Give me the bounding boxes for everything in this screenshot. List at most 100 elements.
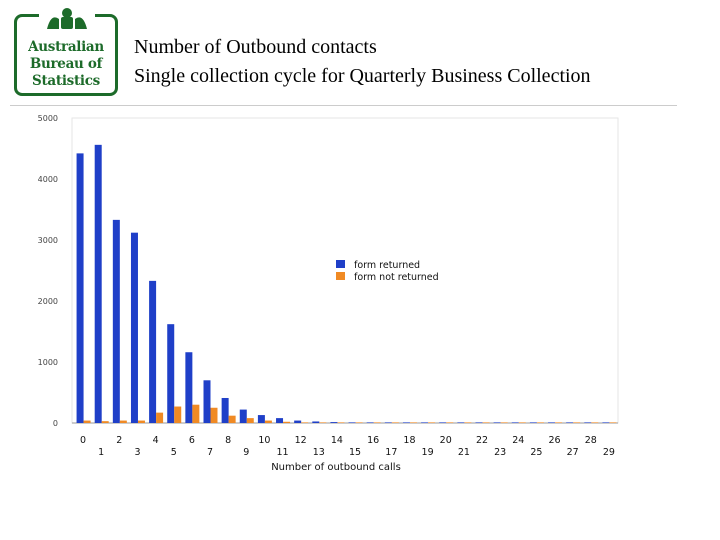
- coat-of-arms-icon: [39, 5, 95, 31]
- x-tick-label: 20: [440, 435, 452, 446]
- legend-swatch: [336, 260, 345, 268]
- bar-form-returned: [439, 422, 447, 423]
- abs-logo: Australian Bureau of Statistics: [14, 5, 118, 96]
- x-tick-label: 9: [243, 447, 249, 458]
- bar-form-not-returned: [101, 421, 109, 423]
- x-tick-label: 24: [512, 435, 524, 446]
- bar-form-not-returned: [573, 422, 581, 423]
- bar-form-not-returned: [83, 420, 91, 423]
- x-tick-label: 1: [98, 447, 104, 458]
- x-tick-label: 4: [153, 435, 159, 446]
- x-tick-label: 17: [385, 447, 397, 458]
- x-tick-label: 21: [458, 447, 470, 458]
- bar-form-not-returned: [355, 422, 363, 423]
- bar-form-returned: [257, 415, 265, 423]
- bar-form-not-returned: [536, 422, 544, 423]
- x-tick-label: 3: [134, 447, 140, 458]
- bar-form-returned: [203, 380, 211, 423]
- x-tick-label: 27: [567, 447, 579, 458]
- x-tick-label: 22: [476, 435, 488, 446]
- bar-form-not-returned: [228, 415, 236, 423]
- x-tick-label: 25: [530, 447, 542, 458]
- bar-form-not-returned: [264, 420, 272, 423]
- x-tick-label: 23: [494, 447, 506, 458]
- bar-form-returned: [276, 418, 284, 423]
- slide-title-line2: Single collection cycle for Quarterly Bu…: [134, 65, 591, 87]
- bar-form-returned: [239, 409, 247, 423]
- bar-form-not-returned: [137, 420, 145, 423]
- x-tick-label: 6: [189, 435, 195, 446]
- y-tick-label: 1000: [38, 358, 58, 367]
- legend-label: form not returned: [354, 272, 439, 283]
- legend-swatch: [336, 272, 345, 280]
- x-tick-label: 14: [331, 435, 343, 446]
- bar-form-returned: [457, 422, 465, 423]
- bar-form-not-returned: [428, 422, 436, 423]
- slide-title-line1: Number of Outbound contacts: [134, 36, 377, 58]
- bar-form-not-returned: [500, 422, 508, 423]
- bar-form-returned: [475, 422, 483, 423]
- bar-form-returned: [384, 422, 392, 423]
- x-tick-label: 13: [313, 447, 325, 458]
- bar-form-not-returned: [464, 422, 472, 423]
- bar-form-not-returned: [446, 422, 454, 423]
- bar-form-returned: [602, 422, 610, 423]
- bar-form-returned: [566, 422, 574, 423]
- x-tick-label: 7: [207, 447, 213, 458]
- bar-form-returned: [312, 421, 320, 423]
- bar-form-returned: [330, 422, 338, 423]
- bar-form-returned: [366, 422, 374, 423]
- x-axis-label: Number of outbound calls: [271, 462, 401, 473]
- bar-form-not-returned: [337, 422, 345, 423]
- bar-form-not-returned: [591, 422, 599, 423]
- bar-form-not-returned: [283, 421, 291, 423]
- bar-form-returned: [294, 420, 302, 423]
- x-tick-label: 28: [585, 435, 597, 446]
- bar-form-returned: [421, 422, 429, 423]
- x-tick-label: 18: [403, 435, 415, 446]
- x-tick-label: 19: [422, 447, 434, 458]
- x-tick-label: 5: [171, 447, 177, 458]
- bar-form-not-returned: [210, 407, 218, 423]
- bar-form-not-returned: [482, 422, 490, 423]
- bar-form-returned: [348, 422, 356, 423]
- bar-form-returned: [130, 232, 138, 423]
- x-tick-label: 2: [116, 435, 122, 446]
- bar-form-returned: [167, 324, 175, 423]
- x-tick-label: 10: [258, 435, 270, 446]
- bar-form-returned: [548, 422, 556, 423]
- bar-form-returned: [112, 219, 120, 423]
- bar-form-returned: [149, 280, 157, 423]
- x-tick-label: 11: [276, 447, 288, 458]
- y-tick-label: 3000: [38, 236, 58, 245]
- x-tick-label: 15: [349, 447, 361, 458]
- x-tick-label: 12: [295, 435, 307, 446]
- bar-form-not-returned: [409, 422, 417, 423]
- y-tick-label: 5000: [38, 114, 58, 123]
- y-tick-label: 0: [53, 419, 58, 428]
- bar-form-returned: [493, 422, 501, 423]
- bar-form-returned: [402, 422, 410, 423]
- bar-form-not-returned: [319, 422, 327, 423]
- bar-form-returned: [185, 352, 193, 423]
- x-tick-label: 0: [80, 435, 86, 446]
- bar-form-not-returned: [373, 422, 381, 423]
- bar-form-returned: [94, 144, 102, 423]
- legend-label: form returned: [354, 260, 420, 271]
- bar-form-not-returned: [246, 418, 254, 423]
- x-tick-label: 26: [548, 435, 560, 446]
- bar-form-returned: [221, 397, 229, 423]
- y-tick-label: 4000: [38, 175, 58, 184]
- x-tick-label: 8: [225, 435, 231, 446]
- x-tick-label: 29: [603, 447, 615, 458]
- bar-form-returned: [529, 422, 537, 423]
- bar-form-not-returned: [391, 422, 399, 423]
- bar-form-not-returned: [192, 404, 200, 423]
- bar-form-returned: [511, 422, 519, 423]
- bar-form-not-returned: [518, 422, 526, 423]
- bar-form-not-returned: [609, 422, 617, 423]
- x-tick-label: 16: [367, 435, 379, 446]
- y-tick-label: 2000: [38, 297, 58, 306]
- logo-wordmark: Australian Bureau of Statistics: [28, 39, 104, 89]
